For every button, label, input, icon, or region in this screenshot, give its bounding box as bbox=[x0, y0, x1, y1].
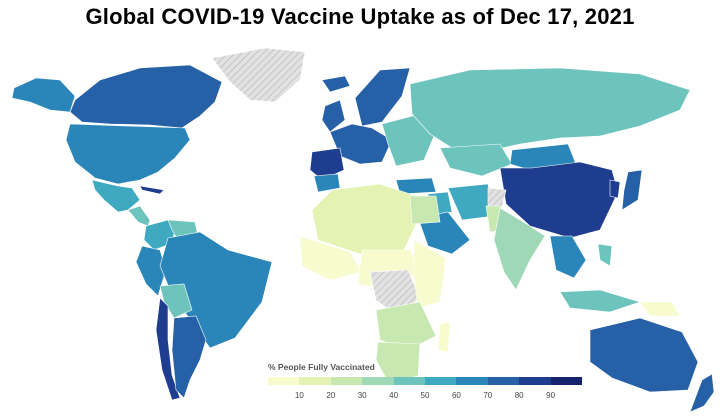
region-west-africa bbox=[299, 235, 363, 281]
map-legend: % People Fully Vaccinated 10 20 30 40 50 60 70… bbox=[262, 360, 592, 410]
legend-swatch bbox=[393, 377, 426, 385]
legend-tick-label: 50 bbox=[420, 391, 430, 400]
region-chile bbox=[155, 297, 181, 401]
region-bolivia bbox=[159, 283, 193, 319]
region-iceland bbox=[321, 75, 351, 93]
region-brazil bbox=[159, 231, 273, 349]
region-kazakhstan bbox=[439, 143, 513, 177]
legend-color-scale bbox=[268, 377, 583, 385]
region-north-africa bbox=[311, 183, 421, 255]
legend-swatch bbox=[362, 377, 394, 385]
legend-title: % People Fully Vaccinated bbox=[268, 362, 375, 372]
legend-tick-label: 20 bbox=[326, 391, 336, 400]
region-morocco bbox=[313, 173, 341, 193]
legend-swatch bbox=[487, 377, 520, 385]
legend-tick-label: 60 bbox=[451, 391, 461, 400]
region-western-europe bbox=[329, 123, 393, 165]
legend-tick-label: 30 bbox=[357, 391, 367, 400]
region-madagascar bbox=[437, 321, 451, 353]
legend-swatch bbox=[519, 377, 551, 385]
region-papua-new-guinea bbox=[639, 301, 681, 317]
region-australia bbox=[589, 317, 699, 393]
region-argentina bbox=[171, 315, 207, 399]
region-uk bbox=[321, 99, 346, 133]
region-china bbox=[499, 161, 619, 239]
region-east-africa bbox=[413, 239, 447, 309]
region-alaska bbox=[11, 77, 76, 113]
legend-swatch bbox=[425, 377, 457, 385]
region-canada bbox=[69, 64, 223, 129]
legend-tick-label: 10 bbox=[294, 391, 304, 400]
region-turkey bbox=[395, 177, 437, 195]
region-indonesia bbox=[559, 289, 641, 313]
region-southeast-asia bbox=[549, 235, 587, 279]
region-mexico bbox=[91, 179, 141, 213]
legend-swatch bbox=[456, 377, 488, 385]
region-afghanistan bbox=[487, 187, 507, 209]
region-scandinavia bbox=[354, 67, 411, 127]
legend-tick-label: 40 bbox=[389, 391, 399, 400]
region-philippines bbox=[597, 243, 613, 267]
region-egypt bbox=[409, 195, 441, 225]
legend-swatch bbox=[330, 377, 363, 385]
region-new-zealand bbox=[689, 373, 715, 413]
region-peru bbox=[135, 245, 167, 297]
map-title: Global COVID-19 Vaccine Uptake as of Dec… bbox=[85, 4, 635, 29]
world-map bbox=[11, 47, 715, 413]
region-india bbox=[493, 207, 546, 291]
legend-ticks: 10 20 30 40 50 60 70 80 90 bbox=[268, 391, 582, 403]
legend-tick-label: 80 bbox=[514, 391, 524, 400]
region-japan bbox=[621, 169, 643, 211]
region-greenland bbox=[211, 47, 306, 103]
region-russia bbox=[409, 67, 691, 153]
region-cuba bbox=[139, 185, 165, 195]
legend-swatch bbox=[268, 377, 300, 385]
region-central-america bbox=[127, 205, 151, 227]
region-united-states bbox=[65, 123, 191, 185]
legend-tick-label: 70 bbox=[483, 391, 493, 400]
region-southern-africa bbox=[375, 301, 437, 351]
region-korea bbox=[609, 179, 621, 199]
legend-swatch bbox=[299, 377, 331, 385]
legend-swatch bbox=[550, 377, 583, 385]
legend-tick-label: 90 bbox=[546, 391, 556, 400]
